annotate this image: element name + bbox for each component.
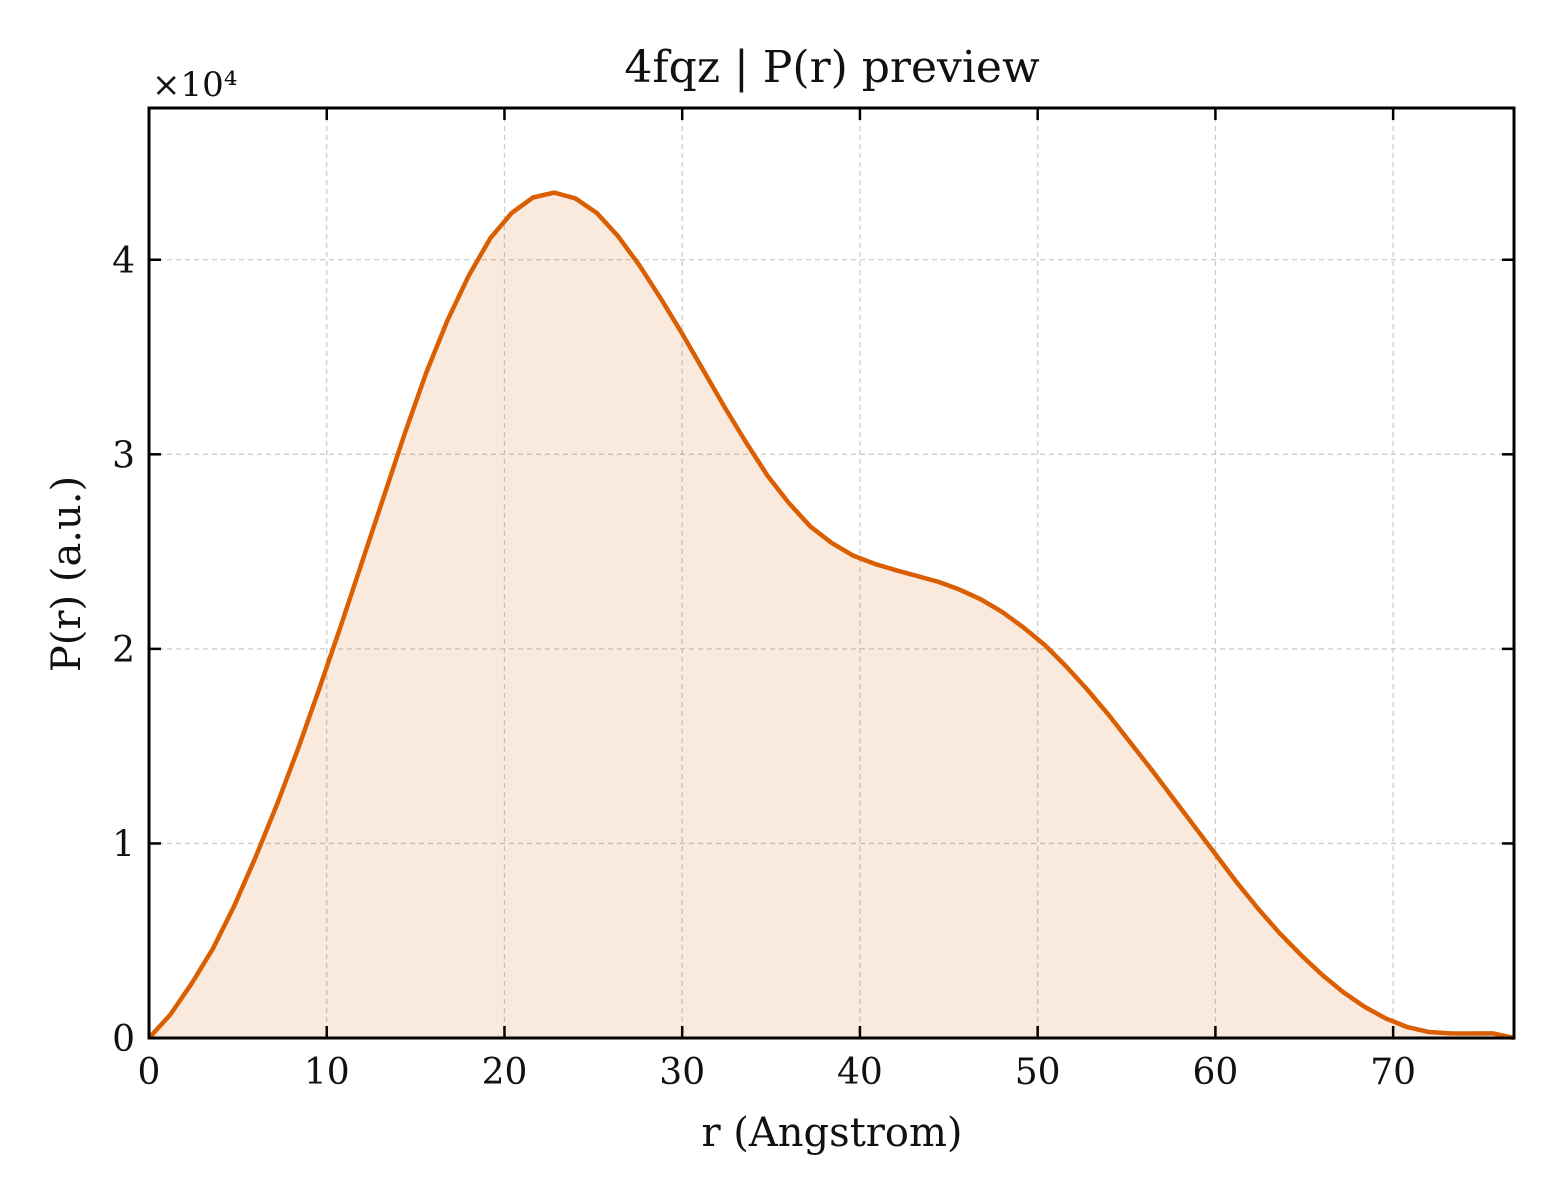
y-tick-label: 2	[112, 630, 135, 671]
x-tick-label: 70	[1370, 1052, 1416, 1093]
plot-frame	[147, 106, 1516, 1040]
y-multiplier-label: ×10⁴	[152, 65, 237, 105]
x-axis-label: r (Angstrom)	[701, 1110, 962, 1156]
tick-labels: 0 10 20 30 40 50 60 70 0 1 2 3 4	[112, 241, 1416, 1093]
x-tick-label: 10	[304, 1052, 350, 1093]
y-tick-label: 3	[112, 435, 135, 476]
x-tick-label: 30	[659, 1052, 705, 1093]
x-tick-label: 20	[482, 1052, 528, 1093]
pr-series-line	[147, 190, 1515, 1041]
y-axis-label: P(r) (a.u.)	[44, 476, 90, 672]
x-tick-label: 60	[1193, 1052, 1239, 1093]
x-tick-label: 50	[1015, 1052, 1061, 1093]
x-tick-label: 0	[138, 1052, 161, 1093]
grid	[149, 108, 1514, 1038]
chart-title: 4fqz | P(r) preview	[624, 42, 1040, 93]
y-tick-label: 0	[112, 1019, 135, 1060]
y-tick-label: 4	[112, 241, 135, 282]
x-tick-label: 40	[837, 1052, 883, 1093]
pr-area-fill	[149, 192, 1514, 1038]
y-tick-label: 1	[112, 824, 135, 865]
